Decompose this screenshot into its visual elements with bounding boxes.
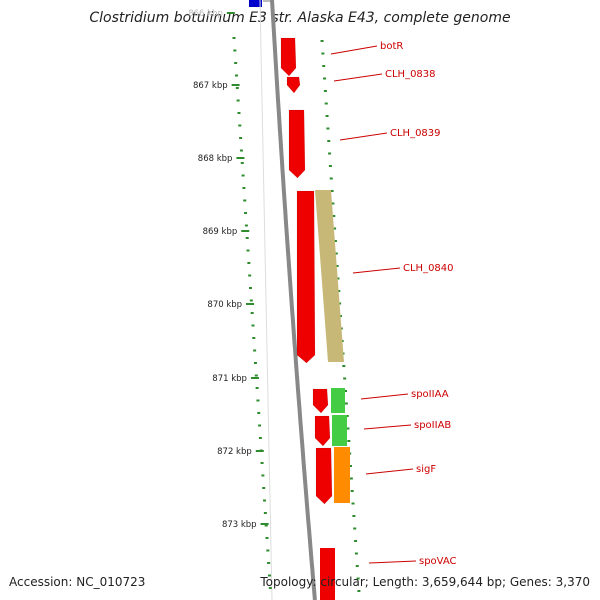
gene-green-block-2 [332,415,347,446]
gene-leader-line [360,393,409,400]
gene-label-botR: botR [380,41,403,52]
gene-leader-line [368,560,417,564]
gene-sigF [315,447,333,505]
gene-CLH_0840 [296,190,316,364]
gene-label-CLH_0839: CLH_0839 [390,128,441,139]
gene-label-spoIIAB: spoIIAB [414,420,451,431]
gene-spoIIAA [312,388,329,414]
gene-leader-line [365,468,414,475]
gene-spoIIAB [314,415,331,447]
genome-summary: Topology: circular; Length: 3,659,644 bp… [260,575,590,589]
gene-leader-line [352,267,401,274]
scale-label: 872 kbp [217,447,252,457]
gene-leader-line [339,132,388,141]
gene-label-CLH_0838: CLH_0838 [385,69,436,80]
gene-label-spoVAC: spoVAC [419,556,457,567]
scale-label: 867 kbp [193,81,228,91]
gene-leader-line [363,424,412,430]
genome-backbone [270,0,317,600]
gene-label-spoIIAA: spoIIAA [411,389,449,400]
scale-label: 869 kbp [203,227,238,237]
scale-label: 870 kbp [207,300,242,310]
map-title: Clostridium botulinum E3 str. Alaska E43… [89,10,511,26]
gene-botR [280,37,297,77]
gene-label-sigF: sigF [416,464,436,475]
blue-gene-marker [249,0,262,7]
gene-orange-block [334,447,350,503]
scale-label: 866 kbp [188,9,223,19]
gene-leader-line [333,73,383,82]
gene-label-CLH_0840: CLH_0840 [403,263,454,274]
scale-label: 873 kbp [222,520,257,530]
accession-text: Accession: NC_010723 [9,575,146,589]
gene-CLH_0838 [286,76,301,94]
gene-green-block-1 [331,388,345,413]
scale-label: 868 kbp [198,154,233,164]
gene-spoVAC [320,548,335,600]
inner-guide [259,0,273,600]
gene-tan-block [315,190,344,362]
gene-CLH_0839 [288,109,306,179]
scale-label: 871 kbp [212,374,247,384]
gene-leader-line [330,45,378,55]
